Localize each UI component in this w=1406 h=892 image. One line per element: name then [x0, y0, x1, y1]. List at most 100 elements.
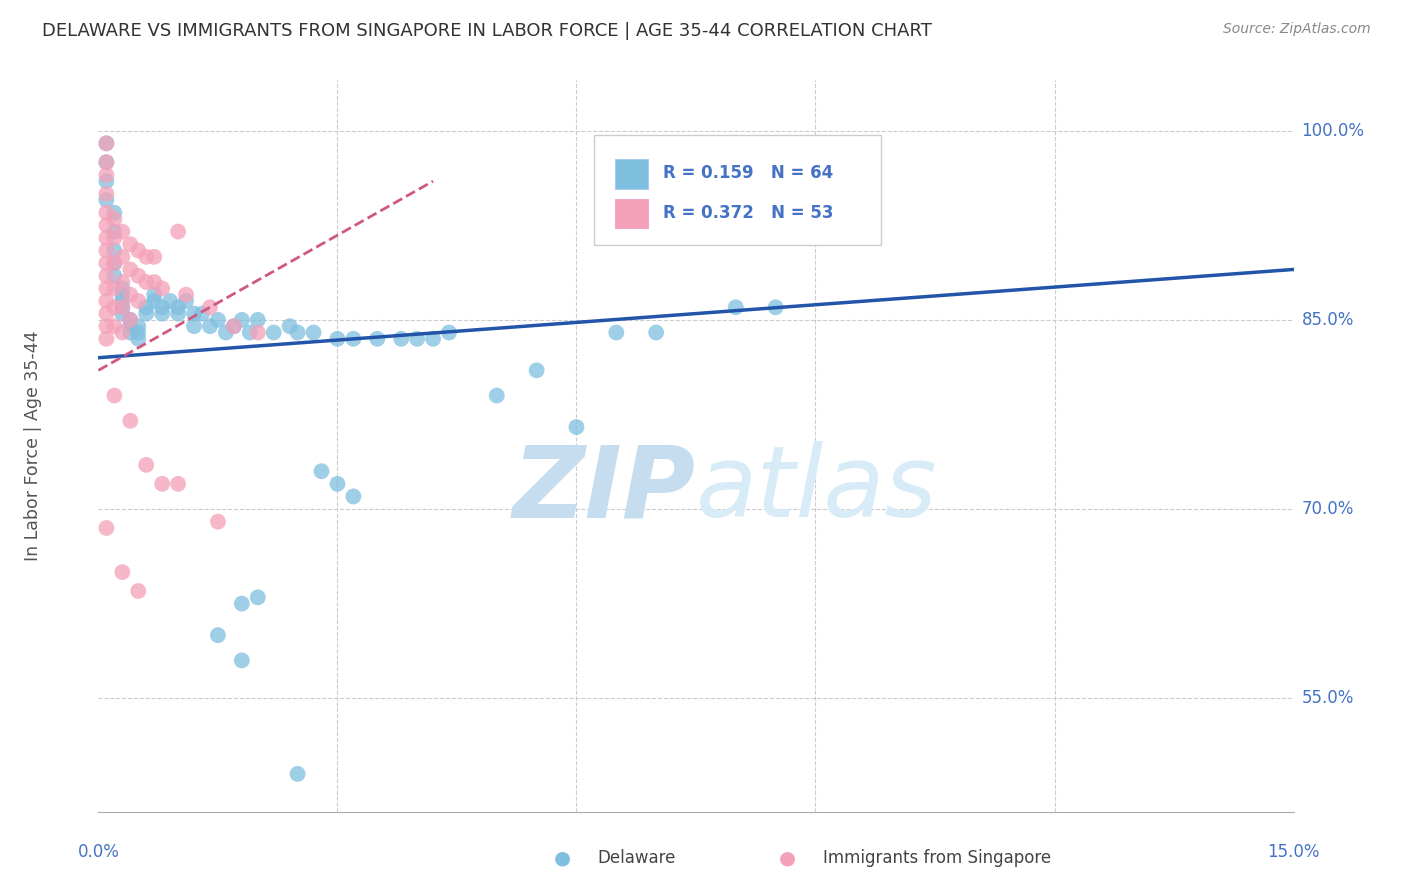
Point	[326, 332, 349, 346]
Point	[239, 326, 262, 340]
Text: R = 0.159   N = 64: R = 0.159 N = 64	[662, 164, 832, 182]
Text: 55.0%: 55.0%	[1302, 690, 1354, 707]
Point	[120, 262, 142, 277]
Point	[287, 767, 309, 781]
Point	[222, 319, 245, 334]
Point	[231, 313, 253, 327]
Point	[246, 326, 269, 340]
Point	[150, 307, 173, 321]
FancyBboxPatch shape	[614, 160, 648, 188]
Point	[246, 591, 269, 605]
Point	[231, 597, 253, 611]
Point	[326, 476, 349, 491]
Point	[96, 174, 118, 188]
Point	[103, 300, 125, 314]
Point	[103, 225, 125, 239]
Point	[150, 281, 173, 295]
Point	[120, 287, 142, 301]
Point	[96, 307, 118, 321]
Text: Immigrants from Singapore: Immigrants from Singapore	[823, 849, 1050, 867]
Point	[135, 458, 157, 472]
Text: 0.0%: 0.0%	[77, 843, 120, 862]
Point	[183, 319, 205, 334]
Point	[96, 136, 118, 151]
Point	[198, 300, 221, 314]
Point	[96, 193, 118, 207]
Text: ●: ●	[554, 848, 571, 868]
Point	[111, 307, 134, 321]
Point	[111, 275, 134, 289]
Point	[437, 326, 460, 340]
Point	[103, 319, 125, 334]
Point	[96, 219, 118, 233]
Point	[111, 300, 134, 314]
Point	[191, 307, 214, 321]
Point	[96, 256, 118, 270]
Point	[127, 293, 149, 308]
Point	[135, 300, 157, 314]
Point	[103, 244, 125, 258]
Point	[96, 155, 118, 169]
Point	[207, 628, 229, 642]
Point	[135, 307, 157, 321]
Text: Source: ZipAtlas.com: Source: ZipAtlas.com	[1223, 22, 1371, 37]
Point	[96, 319, 118, 334]
Point	[645, 326, 668, 340]
Point	[120, 326, 142, 340]
Point	[111, 287, 134, 301]
Point	[103, 256, 125, 270]
Point	[96, 268, 118, 283]
Point	[111, 225, 134, 239]
Point	[485, 388, 508, 402]
Point	[103, 205, 125, 219]
Point	[366, 332, 388, 346]
Point	[96, 136, 118, 151]
Point	[167, 307, 190, 321]
Point	[167, 476, 190, 491]
Point	[127, 326, 149, 340]
Point	[159, 293, 181, 308]
Point	[96, 244, 118, 258]
Point	[96, 168, 118, 182]
Point	[96, 186, 118, 201]
Point	[143, 250, 166, 264]
Text: R = 0.372   N = 53: R = 0.372 N = 53	[662, 204, 832, 222]
Point	[150, 300, 173, 314]
Point	[342, 332, 364, 346]
Point	[96, 205, 118, 219]
Point	[111, 281, 134, 295]
Point	[103, 268, 125, 283]
Point	[246, 313, 269, 327]
Point	[198, 319, 221, 334]
Point	[135, 250, 157, 264]
Point	[143, 287, 166, 301]
Point	[167, 225, 190, 239]
Point	[526, 363, 548, 377]
Point	[111, 300, 134, 314]
Point	[120, 313, 142, 327]
Point	[127, 244, 149, 258]
Point	[765, 300, 787, 314]
Point	[278, 319, 301, 334]
Point	[143, 293, 166, 308]
Point	[127, 319, 149, 334]
Point	[302, 326, 325, 340]
Text: DELAWARE VS IMMIGRANTS FROM SINGAPORE IN LABOR FORCE | AGE 35-44 CORRELATION CHA: DELAWARE VS IMMIGRANTS FROM SINGAPORE IN…	[42, 22, 932, 40]
Point	[207, 515, 229, 529]
Point	[263, 326, 285, 340]
Point	[127, 584, 149, 599]
Point	[96, 293, 118, 308]
Text: 15.0%: 15.0%	[1267, 843, 1320, 862]
FancyBboxPatch shape	[595, 135, 882, 244]
Point	[103, 256, 125, 270]
Point	[111, 250, 134, 264]
Point	[120, 237, 142, 252]
Point	[103, 212, 125, 227]
Text: 70.0%: 70.0%	[1302, 500, 1354, 518]
Point	[127, 268, 149, 283]
Point	[127, 332, 149, 346]
Point	[111, 326, 134, 340]
Point	[150, 476, 173, 491]
Text: atlas: atlas	[696, 442, 938, 539]
Point	[565, 420, 588, 434]
